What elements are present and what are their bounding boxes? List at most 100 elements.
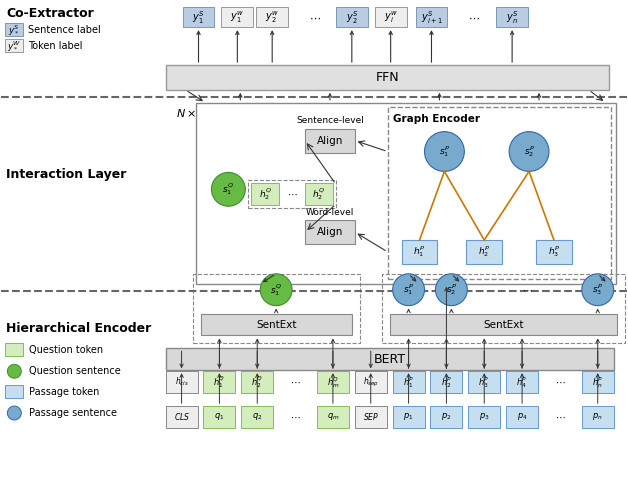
Circle shape — [260, 274, 292, 305]
Bar — [582, 406, 614, 428]
Text: $h_2^Q$: $h_2^Q$ — [312, 186, 325, 202]
Bar — [305, 183, 333, 205]
Text: $h_{cls}$: $h_{cls}$ — [175, 376, 188, 389]
Circle shape — [212, 172, 246, 206]
Bar — [382, 274, 625, 344]
Bar — [430, 371, 462, 393]
Text: Sentence-level: Sentence-level — [296, 116, 364, 125]
Text: $h_3^P$: $h_3^P$ — [479, 375, 490, 390]
Text: Word-level: Word-level — [306, 208, 354, 217]
Text: $q_1$: $q_1$ — [214, 411, 225, 423]
Text: $s_1^Q$: $s_1^Q$ — [222, 182, 234, 197]
Bar — [166, 406, 198, 428]
Circle shape — [8, 406, 21, 420]
Text: $p_1$: $p_1$ — [403, 411, 414, 423]
Text: $N\times$: $N\times$ — [176, 107, 196, 119]
Bar — [193, 274, 360, 344]
Text: $\cdots$: $\cdots$ — [287, 189, 298, 199]
Text: $h_2^P$: $h_2^P$ — [441, 375, 452, 390]
Text: $y_{i+1}^S$: $y_{i+1}^S$ — [421, 9, 443, 26]
Bar — [402, 240, 438, 264]
Text: FFN: FFN — [376, 71, 399, 84]
Text: $s_1^P$: $s_1^P$ — [439, 144, 450, 159]
Bar — [222, 7, 253, 27]
Text: $s_3^P$: $s_3^P$ — [592, 282, 604, 297]
Bar — [467, 240, 502, 264]
Bar — [305, 129, 355, 152]
Bar — [166, 65, 609, 90]
Text: Passage sentence: Passage sentence — [30, 408, 117, 418]
Text: Interaction Layer: Interaction Layer — [6, 168, 127, 181]
Bar — [6, 39, 23, 52]
Bar — [241, 371, 273, 393]
Bar — [6, 344, 23, 356]
Text: $s_1^P$: $s_1^P$ — [403, 282, 414, 297]
Text: Graph Encoder: Graph Encoder — [392, 114, 480, 124]
Bar — [392, 371, 425, 393]
Circle shape — [425, 132, 464, 171]
Bar — [430, 406, 462, 428]
Bar — [496, 7, 528, 27]
Circle shape — [509, 132, 549, 171]
Text: SentExt: SentExt — [483, 319, 523, 330]
Circle shape — [8, 364, 21, 378]
Text: Co-Extractor: Co-Extractor — [6, 7, 94, 20]
Text: $h_2^Q$: $h_2^Q$ — [259, 186, 272, 202]
Bar — [355, 406, 387, 428]
Bar — [248, 181, 336, 208]
Text: Hierarchical Encoder: Hierarchical Encoder — [6, 322, 151, 335]
Text: $h_4^P$: $h_4^P$ — [516, 375, 528, 390]
Text: $\cdots$: $\cdots$ — [555, 412, 565, 422]
Text: $y_1^w$: $y_1^w$ — [230, 10, 244, 25]
Bar — [468, 371, 500, 393]
Text: Align: Align — [317, 227, 343, 237]
Text: $y_*^W$: $y_*^W$ — [7, 39, 21, 53]
Text: $y_n^S$: $y_n^S$ — [506, 9, 518, 26]
Bar — [389, 314, 617, 335]
Text: $\cdots$: $\cdots$ — [290, 412, 300, 422]
Circle shape — [435, 274, 467, 305]
Text: $\cdots$: $\cdots$ — [309, 12, 321, 22]
Text: $\cdots$: $\cdots$ — [468, 12, 480, 22]
Text: BERT: BERT — [374, 353, 406, 366]
Text: $p_4$: $p_4$ — [517, 411, 528, 423]
Bar — [183, 7, 214, 27]
Text: $SEP$: $SEP$ — [362, 411, 379, 423]
Text: $h_{sep}$: $h_{sep}$ — [363, 376, 379, 389]
Bar — [166, 348, 614, 370]
Text: $p_3$: $p_3$ — [479, 411, 490, 423]
Text: $s_1^Q$: $s_1^Q$ — [270, 282, 282, 298]
Text: $\cdots$: $\cdots$ — [555, 377, 565, 387]
Text: $h_1^P$: $h_1^P$ — [413, 244, 426, 259]
Text: Token label: Token label — [28, 41, 83, 51]
Text: $y_2^S$: $y_2^S$ — [345, 9, 358, 26]
Bar — [317, 406, 349, 428]
Bar — [195, 103, 615, 284]
Bar — [416, 7, 447, 27]
Text: SentExt: SentExt — [256, 319, 296, 330]
Bar — [200, 314, 352, 335]
Bar — [392, 406, 425, 428]
Bar — [256, 7, 288, 27]
Bar — [317, 371, 349, 393]
Bar — [251, 183, 279, 205]
Bar — [375, 7, 406, 27]
Bar — [506, 371, 538, 393]
Bar — [305, 220, 355, 244]
Text: $y_*^S$: $y_*^S$ — [8, 23, 20, 37]
Bar — [166, 371, 198, 393]
Text: $CLS$: $CLS$ — [173, 411, 190, 423]
Text: Sentence label: Sentence label — [28, 25, 101, 35]
Bar — [582, 371, 614, 393]
Text: $q_2$: $q_2$ — [252, 411, 263, 423]
Text: $y_2^w$: $y_2^w$ — [265, 10, 279, 25]
Text: Passage token: Passage token — [30, 387, 100, 397]
Bar — [203, 371, 236, 393]
Bar — [506, 406, 538, 428]
Text: Question sentence: Question sentence — [30, 366, 121, 376]
Text: $h_2^P$: $h_2^P$ — [478, 244, 490, 259]
Text: $q_m$: $q_m$ — [327, 411, 339, 423]
Bar — [468, 406, 500, 428]
Text: Question token: Question token — [30, 346, 104, 355]
Text: $h_1^P$: $h_1^P$ — [403, 375, 414, 390]
